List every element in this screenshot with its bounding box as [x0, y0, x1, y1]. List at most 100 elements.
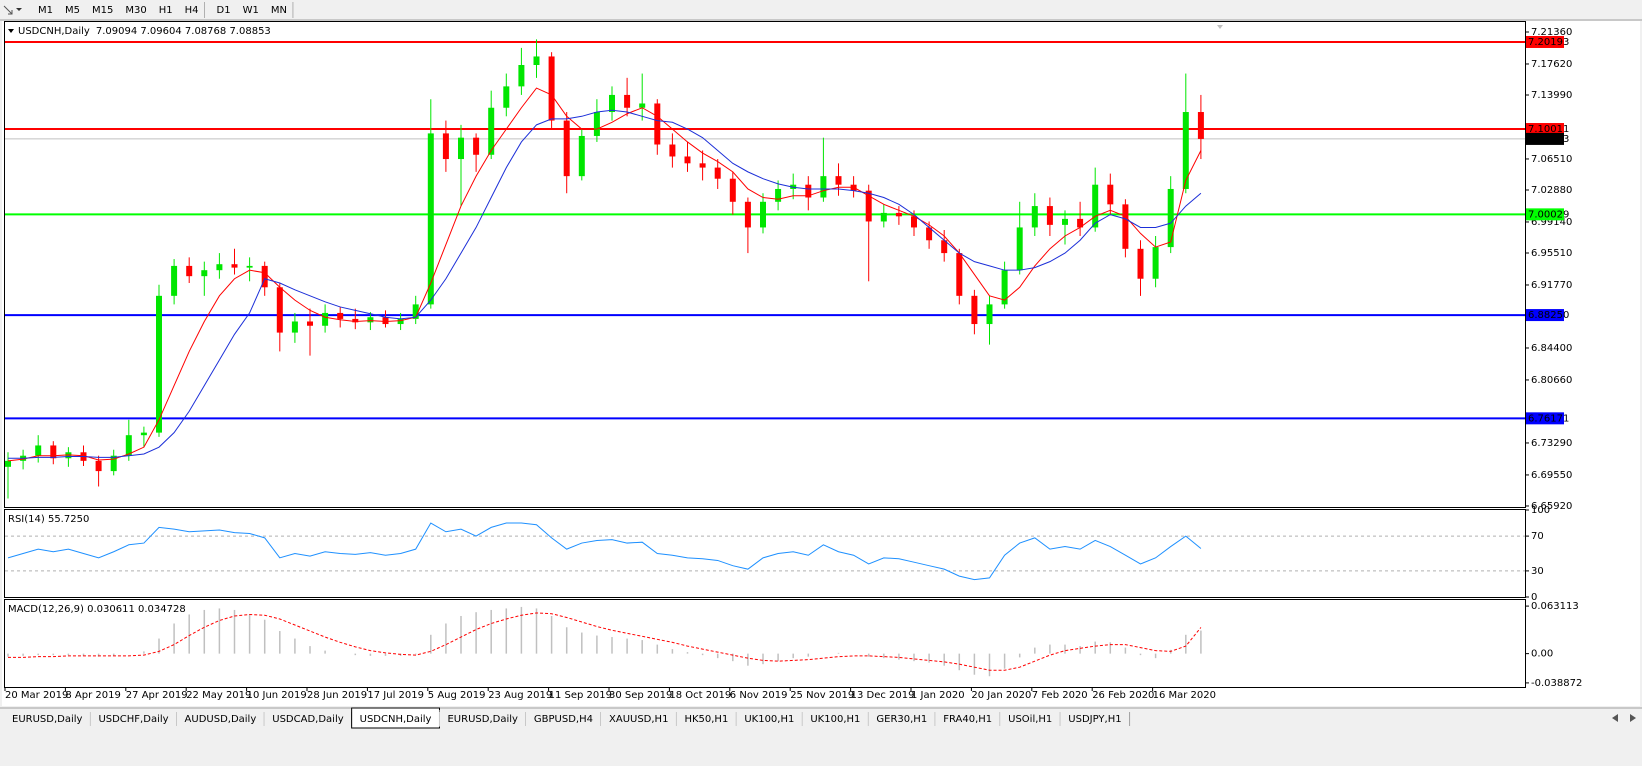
- candle-body: [1137, 248, 1144, 279]
- tab-label[interactable]: USDCAD,Daily: [272, 714, 343, 725]
- tab-label[interactable]: USDCHF,Daily: [98, 714, 168, 725]
- candle-body: [427, 133, 434, 305]
- candle-body: [337, 312, 344, 319]
- timeframe-button[interactable]: H1: [159, 5, 173, 16]
- candle-body: [442, 133, 449, 160]
- candle-body: [1167, 188, 1174, 248]
- level-price-box: [1526, 412, 1564, 425]
- level-price-label: 7.08853: [1528, 134, 1569, 145]
- candle-body: [820, 176, 827, 198]
- y-tick-label: 0: [1531, 592, 1537, 603]
- tab-label[interactable]: USOil,H1: [1008, 714, 1052, 725]
- symbol-menu[interactable]: [8, 29, 14, 33]
- tab[interactable]: [802, 710, 869, 727]
- candle-body: [729, 178, 736, 202]
- toolbar: [0, 0, 1642, 20]
- level-price-label: 7.20193: [1528, 37, 1569, 48]
- tab-label[interactable]: XAUUSD,H1: [609, 714, 668, 725]
- candle-body: [35, 445, 42, 456]
- candle-body: [639, 103, 646, 108]
- tab[interactable]: [90, 710, 177, 727]
- y-tick-label: 6.95510: [1531, 248, 1572, 259]
- tab[interactable]: [264, 710, 352, 727]
- candle-body: [473, 137, 480, 155]
- tab-label[interactable]: HK50,H1: [684, 714, 728, 725]
- tab-label[interactable]: GER30,H1: [876, 714, 927, 725]
- candle-body: [1016, 227, 1023, 271]
- toolbar-icon[interactable]: [3, 5, 13, 15]
- level-price-label: 7.00029: [1528, 209, 1569, 220]
- candle-body: [1152, 247, 1159, 279]
- rsi-line: [7, 522, 1202, 581]
- timeframe-button[interactable]: MN: [271, 5, 287, 16]
- candle-body: [1046, 206, 1053, 225]
- tab-label[interactable]: USDCNH,Daily: [360, 714, 432, 725]
- candle-body: [291, 321, 298, 333]
- tab-label[interactable]: EURUSD,Daily: [12, 714, 83, 725]
- tab-label[interactable]: USDJPY,H1: [1068, 714, 1121, 725]
- candle-body: [971, 295, 978, 325]
- candle-body: [593, 112, 600, 136]
- candle-body: [1001, 270, 1008, 305]
- tab-label[interactable]: GBPUSD,H4: [534, 714, 593, 725]
- tab-scroll[interactable]: [1612, 714, 1636, 722]
- toolbar-dropdown[interactable]: [16, 8, 22, 11]
- timeframe-button[interactable]: M15: [92, 5, 113, 16]
- timeframe-button[interactable]: M5: [65, 5, 80, 16]
- tab[interactable]: [736, 710, 803, 727]
- y-tick-label: 6.65920: [1531, 501, 1572, 512]
- tab[interactable]: [1060, 710, 1130, 727]
- y-tick-label: 0.00: [1531, 649, 1553, 660]
- timeframe-button[interactable]: M30: [125, 5, 146, 16]
- moving-average: [7, 87, 1202, 462]
- tab-label[interactable]: EURUSD,Daily: [447, 714, 518, 725]
- candle-body: [684, 156, 691, 164]
- candle-body: [50, 445, 57, 459]
- candle-body: [322, 312, 329, 326]
- candle-body: [246, 265, 253, 268]
- timeframe-button[interactable]: D1: [217, 5, 231, 16]
- candle-body: [110, 455, 117, 472]
- tab[interactable]: [935, 710, 1001, 727]
- tab[interactable]: [176, 710, 265, 727]
- tab[interactable]: [525, 710, 601, 727]
- tab[interactable]: [676, 710, 737, 727]
- timeframe-button[interactable]: M1: [38, 5, 53, 16]
- tab[interactable]: [4, 710, 91, 727]
- candle-body: [382, 317, 389, 325]
- tab[interactable]: [439, 710, 526, 727]
- candle-body: [186, 265, 193, 277]
- candle-body: [986, 304, 993, 325]
- tab-label[interactable]: UK100,H1: [744, 714, 794, 725]
- candle-body: [609, 94, 615, 113]
- tab[interactable]: [1000, 710, 1061, 727]
- y-tick-label: 7.06510: [1531, 154, 1572, 165]
- y-tick-label: 7.17620: [1531, 59, 1572, 70]
- tab-label[interactable]: AUDUSD,Daily: [185, 714, 257, 725]
- x-tick-label: 27 Apr 2019: [126, 690, 188, 701]
- tab[interactable]: [601, 710, 677, 727]
- x-tick-label: 30 Sep 2019: [609, 690, 672, 701]
- candle-body: [5, 460, 11, 467]
- tab[interactable]: [868, 710, 936, 727]
- candle-body: [261, 265, 268, 288]
- x-tick-label: 28 Jun 2019: [307, 690, 367, 701]
- candle-body: [201, 270, 208, 277]
- candle-body: [503, 86, 510, 108]
- timeframe-button[interactable]: H4: [185, 5, 199, 16]
- candle-body: [352, 318, 359, 323]
- moving-average: [8, 109, 1202, 459]
- y-tick-label: 6.73290: [1531, 438, 1572, 449]
- tab-label[interactable]: UK100,H1: [810, 714, 860, 725]
- level-price-box: [1526, 123, 1564, 136]
- y-tick-label: 6.69550: [1531, 470, 1572, 481]
- level-price-box: [1526, 35, 1564, 48]
- tab-label[interactable]: FRA40,H1: [943, 714, 992, 725]
- candle-body: [563, 120, 570, 177]
- candle-body: [125, 435, 132, 456]
- timeframe-button[interactable]: W1: [243, 5, 259, 16]
- candle-body: [699, 163, 706, 168]
- candle-body: [307, 321, 313, 326]
